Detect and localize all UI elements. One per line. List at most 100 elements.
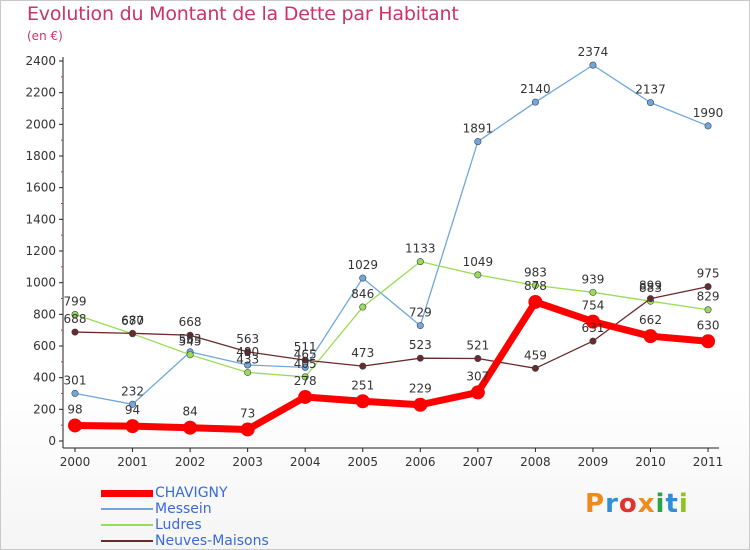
data-label: 473 [351, 346, 374, 360]
chart-unit: (en €) [27, 29, 63, 43]
x-tick-label: 2009 [578, 455, 609, 469]
y-tick-label: 200 [33, 402, 56, 416]
data-point [244, 348, 252, 356]
series-line [71, 298, 712, 433]
data-point [244, 361, 252, 369]
data-point [129, 400, 137, 408]
data-label: 94 [125, 403, 140, 417]
data-labels: 98 94 84 73 278 251 229 307 878 754 662 630 301 232 56… [64, 45, 724, 420]
data-label: 630 [697, 318, 720, 332]
y-tick-label: 2000 [25, 117, 56, 131]
y-tick-label: 0 [48, 434, 56, 448]
logo-letter: r [605, 489, 619, 519]
x-tick-label: 2005 [347, 455, 378, 469]
data-point [474, 138, 482, 146]
data-point [416, 322, 424, 330]
data-point [474, 271, 482, 279]
y-tick-label: 1800 [25, 149, 56, 163]
data-point [646, 99, 654, 107]
data-point [71, 389, 79, 397]
data-label: 459 [524, 348, 547, 362]
logo-letter: i [655, 489, 666, 519]
legend-label: Neuves-Maisons [155, 533, 269, 549]
data-label: 278 [294, 374, 317, 388]
data-label: 799 [64, 294, 87, 308]
data-point [470, 385, 485, 400]
data-point [704, 283, 712, 291]
data-label: 563 [179, 332, 202, 346]
data-point [71, 310, 79, 318]
data-label: 480 [236, 345, 259, 359]
legend-swatch [101, 490, 153, 497]
x-tick-label: 2004 [290, 455, 321, 469]
data-label: 1891 [463, 122, 494, 136]
logo-letter: P [585, 489, 606, 519]
series-line [74, 260, 709, 378]
data-point [125, 419, 140, 434]
data-point [301, 363, 309, 371]
x-tick-label: 2001 [117, 455, 148, 469]
data-point [646, 295, 654, 303]
data-label: 754 [581, 299, 604, 313]
data-point [474, 355, 482, 363]
data-point [71, 328, 79, 336]
data-label: 631 [581, 321, 604, 335]
data-label: 405 [294, 357, 317, 371]
legend-label: Ludres [155, 517, 202, 533]
proxiti-logo: Proxiti [585, 489, 689, 519]
data-label: 688 [64, 312, 87, 326]
series-line [74, 285, 709, 369]
legend-swatch [101, 508, 153, 510]
data-point [416, 354, 424, 362]
data-label: 2374 [578, 45, 609, 59]
data-label: 521 [466, 339, 489, 353]
legend-label: Messein [155, 501, 212, 517]
data-point [355, 394, 370, 409]
y-tick-label: 600 [33, 339, 56, 353]
data-label: 465 [294, 347, 317, 361]
data-label: 73 [240, 406, 255, 420]
data-point [413, 397, 428, 412]
series-layer [68, 61, 716, 437]
x-tick-label: 2007 [463, 455, 494, 469]
data-label: 668 [179, 315, 202, 329]
logo-letter: i [678, 489, 689, 519]
data-label: 563 [236, 332, 259, 346]
data-point [240, 422, 255, 437]
x-tick-label: 2000 [60, 455, 91, 469]
x-tick-label: 2008 [520, 455, 551, 469]
data-label: 939 [581, 272, 604, 286]
x-tick-label: 2006 [405, 455, 436, 469]
y-tick-label: 400 [33, 371, 56, 385]
data-label: 433 [236, 352, 259, 366]
legend-swatch [101, 524, 153, 526]
data-point [589, 61, 597, 69]
data-point [704, 306, 712, 314]
data-point [704, 122, 712, 130]
data-point [589, 288, 597, 296]
data-label: 729 [409, 306, 432, 320]
data-point [359, 303, 367, 311]
data-label: 2140 [520, 82, 551, 96]
data-label: 829 [697, 290, 720, 304]
data-point [531, 364, 539, 372]
data-point [68, 418, 82, 433]
data-point [244, 368, 252, 376]
logo-letter: x [637, 489, 656, 519]
y-tick-label: 800 [33, 307, 56, 321]
data-label: 545 [179, 335, 202, 349]
logo-letter: o [618, 489, 638, 519]
data-label: 511 [294, 340, 317, 354]
data-label: 883 [639, 281, 662, 295]
data-label: 662 [639, 313, 662, 327]
x-tick-label: 2003 [232, 455, 263, 469]
y-tick-label: 1600 [25, 181, 56, 195]
data-point [186, 331, 194, 339]
data-label: 1990 [693, 106, 724, 120]
data-label: 98 [67, 402, 82, 416]
data-label: 1029 [347, 258, 378, 272]
data-point [643, 329, 658, 344]
chart-title: Evolution du Montant de la Dette par Hab… [27, 3, 459, 25]
data-label: 680 [121, 313, 144, 327]
data-label: 84 [182, 405, 197, 419]
